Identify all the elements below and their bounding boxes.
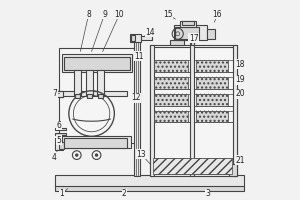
Text: 18: 18 xyxy=(235,60,245,69)
Bar xyxy=(153,158,232,174)
Bar xyxy=(62,136,131,148)
Text: 5: 5 xyxy=(56,136,61,145)
Bar xyxy=(175,27,199,39)
Bar xyxy=(190,40,194,45)
Bar xyxy=(233,45,238,176)
Text: 20: 20 xyxy=(235,89,245,98)
Text: 7: 7 xyxy=(52,89,57,98)
Bar xyxy=(196,111,228,122)
Text: 9: 9 xyxy=(102,10,107,19)
Bar xyxy=(97,70,104,96)
Text: 8: 8 xyxy=(86,10,91,19)
Bar xyxy=(62,54,132,72)
Bar xyxy=(141,36,152,40)
Bar xyxy=(55,128,66,130)
Text: 16: 16 xyxy=(212,10,222,19)
Text: 17: 17 xyxy=(189,34,198,43)
Bar xyxy=(55,186,244,191)
Bar xyxy=(55,141,63,150)
Text: 11: 11 xyxy=(134,52,144,61)
Bar xyxy=(130,34,141,42)
Bar xyxy=(174,25,207,40)
Bar xyxy=(59,48,135,143)
Bar xyxy=(86,70,93,96)
Bar xyxy=(150,45,154,176)
Bar xyxy=(196,60,228,72)
Text: 12: 12 xyxy=(131,93,141,102)
Bar xyxy=(196,77,228,89)
Bar xyxy=(74,70,81,96)
Circle shape xyxy=(76,154,78,156)
Bar xyxy=(170,40,184,45)
Bar xyxy=(134,41,140,176)
Bar xyxy=(64,57,130,70)
Bar xyxy=(64,138,127,148)
Text: 15: 15 xyxy=(163,10,172,19)
Text: 4: 4 xyxy=(52,153,56,162)
Bar xyxy=(154,77,188,89)
Text: 2: 2 xyxy=(122,189,127,198)
Bar xyxy=(196,94,228,106)
Bar xyxy=(55,138,66,140)
Bar xyxy=(154,94,188,106)
Circle shape xyxy=(96,154,98,156)
Bar xyxy=(154,60,188,72)
Bar xyxy=(153,47,234,174)
Bar xyxy=(229,164,238,176)
Bar xyxy=(150,45,237,176)
Text: 13: 13 xyxy=(136,150,146,159)
Bar xyxy=(190,41,194,176)
Text: 1: 1 xyxy=(59,189,64,198)
Bar xyxy=(154,111,188,122)
Bar xyxy=(55,91,62,97)
Text: 6: 6 xyxy=(56,121,61,130)
Bar xyxy=(55,133,66,135)
Bar xyxy=(180,21,196,27)
Bar xyxy=(131,35,135,41)
Bar xyxy=(55,175,244,187)
Bar xyxy=(75,94,80,98)
Text: 14: 14 xyxy=(145,28,155,37)
Bar xyxy=(87,94,92,98)
Text: 21: 21 xyxy=(235,156,245,165)
Bar xyxy=(98,94,103,98)
Bar xyxy=(61,91,127,96)
Bar xyxy=(182,21,194,25)
Bar xyxy=(207,29,215,39)
Bar xyxy=(59,142,64,149)
Text: 19: 19 xyxy=(235,75,245,84)
Text: 3: 3 xyxy=(205,189,210,198)
Text: 10: 10 xyxy=(115,10,124,19)
